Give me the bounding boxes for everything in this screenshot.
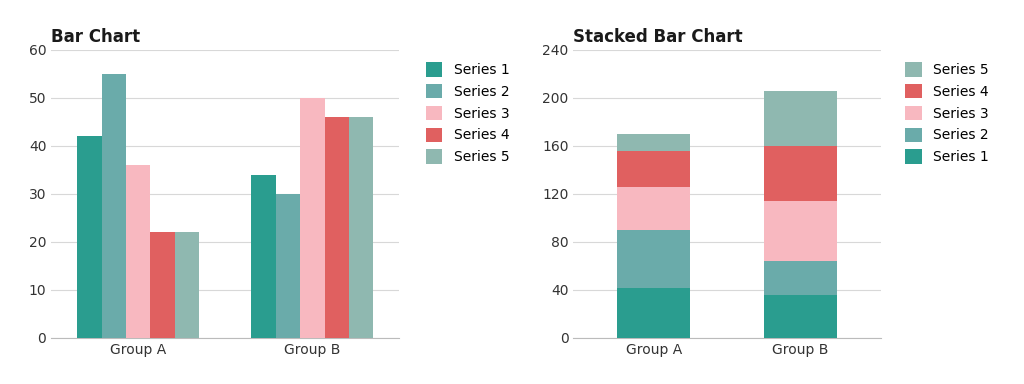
Bar [764, 261, 837, 295]
Bar [617, 151, 690, 187]
Bar [617, 187, 690, 230]
Bar [126, 165, 151, 338]
Bar [764, 146, 837, 201]
Bar [617, 134, 690, 151]
Bar [275, 194, 300, 338]
Text: Stacked Bar Chart: Stacked Bar Chart [573, 28, 743, 46]
Bar [617, 288, 690, 338]
Bar [764, 201, 837, 261]
Text: Bar Chart: Bar Chart [51, 28, 140, 46]
Legend: Series 1, Series 2, Series 3, Series 4, Series 5: Series 1, Series 2, Series 3, Series 4, … [420, 57, 515, 170]
Bar [252, 175, 275, 338]
Bar [300, 98, 325, 338]
Bar [349, 117, 374, 338]
Bar [78, 136, 101, 338]
Bar [101, 74, 126, 338]
Legend: Series 5, Series 4, Series 3, Series 2, Series 1: Series 5, Series 4, Series 3, Series 2, … [900, 57, 994, 170]
Bar [764, 91, 837, 146]
Bar [151, 232, 175, 338]
Bar [617, 230, 690, 288]
Bar [175, 232, 200, 338]
Bar [764, 295, 837, 338]
Bar [325, 117, 349, 338]
